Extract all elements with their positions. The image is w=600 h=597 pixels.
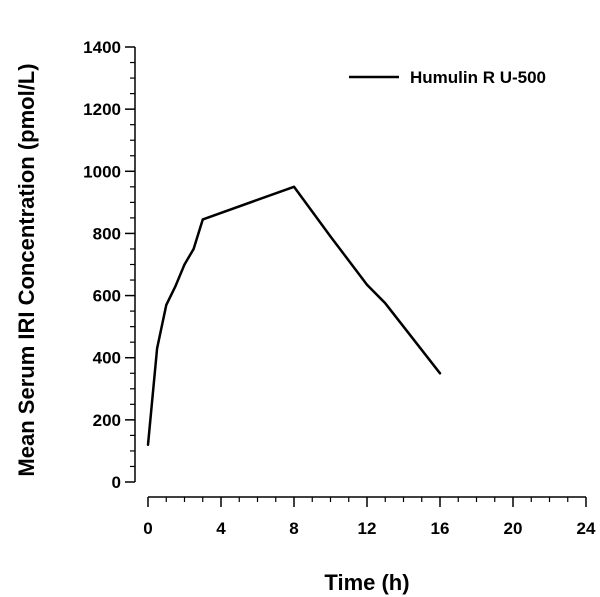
plot-area (146, 185, 442, 446)
y-tick-label: 200 (93, 411, 121, 430)
x-tick-label: 4 (216, 519, 226, 538)
y-tick-label: 400 (93, 349, 121, 368)
x-tick-label: 8 (289, 519, 298, 538)
x-tick-label: 16 (431, 519, 450, 538)
y-tick-label: 1200 (83, 100, 121, 119)
x-tick-label: 20 (504, 519, 523, 538)
legend: Humulin R U-500 (349, 68, 546, 87)
y-tick-label: 600 (93, 287, 121, 306)
x-tick-label: 24 (577, 519, 596, 538)
y-tick-label: 1400 (83, 38, 121, 57)
x-tick-label: 0 (143, 519, 152, 538)
y-tick-label: 0 (112, 473, 121, 492)
y-tick-label: 1000 (83, 162, 121, 181)
x-axis-title: Time (h) (324, 570, 409, 595)
x-tick-label: 12 (358, 519, 377, 538)
y-tick-label: 800 (93, 224, 121, 243)
series-line (146, 185, 442, 446)
axes: 0 200 400 600 800 1000 1200 1400 0 4 8 12 16 20 24 (83, 38, 596, 538)
y-axis-title: Mean Serum IRI Concentration (pmol/L) (14, 63, 39, 476)
legend-label: Humulin R U-500 (410, 68, 546, 87)
